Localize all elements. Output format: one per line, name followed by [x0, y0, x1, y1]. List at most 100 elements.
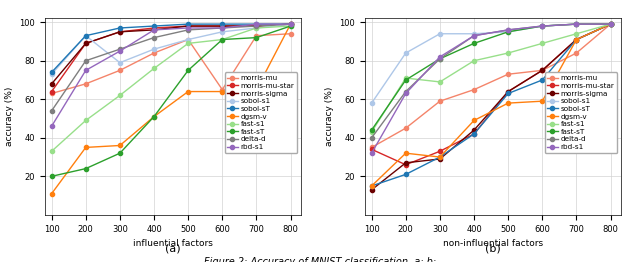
morris-mu [368, 146, 376, 149]
sobol-sT [218, 23, 226, 26]
dgsm-v [253, 88, 260, 91]
dgsm-v [436, 155, 444, 159]
delta-d [253, 24, 260, 28]
morris-mu-star [218, 24, 226, 28]
Line: fast-s1: fast-s1 [369, 22, 612, 134]
sobol-sT [116, 26, 124, 30]
sobol-s1 [402, 51, 410, 54]
Line: fast-s1: fast-s1 [49, 24, 292, 153]
fast-s1 [573, 32, 580, 35]
dgsm-v [82, 146, 90, 149]
sobol-sT [470, 132, 478, 135]
sobol-s1 [538, 24, 546, 28]
sobol-s1 [218, 30, 226, 33]
rbd-s1 [218, 26, 226, 30]
morris-mu [436, 100, 444, 103]
rbd-s1 [48, 125, 56, 128]
morris-mu [150, 51, 158, 54]
sobol-s1 [470, 32, 478, 35]
Line: sobol-sT: sobol-sT [369, 22, 612, 188]
morris-mu-star [150, 26, 158, 30]
fast-sT [607, 23, 614, 26]
sobol-sT [150, 24, 158, 28]
rbd-s1 [150, 28, 158, 31]
morris-mu [82, 82, 90, 85]
X-axis label: non-influential factors: non-influential factors [443, 239, 543, 248]
sobol-sT [538, 78, 546, 81]
morris-sigma [573, 38, 580, 41]
dgsm-v [368, 184, 376, 188]
delta-d [150, 36, 158, 39]
fast-sT [470, 42, 478, 45]
sobol-sT [287, 23, 294, 26]
fast-s1 [470, 59, 478, 62]
fast-sT [504, 30, 512, 33]
morris-mu [116, 69, 124, 72]
fast-s1 [48, 150, 56, 153]
dgsm-v [402, 152, 410, 155]
Line: delta-d: delta-d [49, 22, 292, 113]
dgsm-v [150, 115, 158, 118]
fast-s1 [402, 77, 410, 80]
sobol-s1 [116, 61, 124, 64]
rbd-s1 [470, 34, 478, 37]
Line: rbd-s1: rbd-s1 [369, 22, 612, 155]
morris-sigma [368, 188, 376, 191]
fast-sT [253, 36, 260, 39]
fast-s1 [82, 119, 90, 122]
delta-d [184, 28, 192, 31]
Line: dgsm-v: dgsm-v [369, 22, 612, 188]
morris-mu [184, 38, 192, 41]
fast-sT [82, 167, 90, 170]
Line: morris-mu: morris-mu [49, 32, 292, 96]
fast-sT [150, 115, 158, 118]
sobol-s1 [287, 23, 294, 26]
Text: (b): (b) [485, 243, 500, 254]
morris-sigma [218, 24, 226, 28]
sobol-sT [184, 23, 192, 26]
morris-mu-star [573, 38, 580, 41]
X-axis label: influential factors: influential factors [133, 239, 212, 248]
morris-mu-star [184, 24, 192, 28]
morris-mu-star [287, 23, 294, 26]
dgsm-v [573, 38, 580, 41]
morris-mu-star [48, 90, 56, 93]
morris-sigma [253, 24, 260, 28]
fast-s1 [538, 42, 546, 45]
morris-mu [253, 34, 260, 37]
morris-mu-star [82, 42, 90, 45]
rbd-s1 [607, 23, 614, 26]
fast-s1 [607, 23, 614, 26]
sobol-s1 [48, 73, 56, 76]
rbd-s1 [504, 28, 512, 31]
fast-sT [48, 175, 56, 178]
fast-s1 [184, 42, 192, 45]
morris-mu [287, 32, 294, 35]
Text: (a): (a) [165, 243, 180, 254]
delta-d [218, 26, 226, 30]
sobol-sT [573, 38, 580, 41]
morris-sigma [150, 28, 158, 31]
fast-s1 [504, 51, 512, 54]
delta-d [504, 28, 512, 31]
delta-d [573, 23, 580, 26]
Line: sobol-s1: sobol-s1 [369, 22, 612, 105]
morris-sigma [287, 23, 294, 26]
morris-mu-star [368, 148, 376, 151]
delta-d [402, 90, 410, 93]
sobol-s1 [607, 23, 614, 26]
dgsm-v [538, 100, 546, 103]
dgsm-v [504, 102, 512, 105]
morris-mu [48, 92, 56, 95]
morris-mu-star [116, 30, 124, 33]
dgsm-v [48, 192, 56, 195]
dgsm-v [116, 144, 124, 147]
delta-d [48, 109, 56, 112]
morris-sigma [538, 69, 546, 72]
sobol-sT [253, 23, 260, 26]
rbd-s1 [538, 24, 546, 28]
Line: rbd-s1: rbd-s1 [49, 22, 292, 128]
delta-d [368, 136, 376, 139]
fast-sT [368, 128, 376, 132]
morris-sigma [116, 30, 124, 33]
